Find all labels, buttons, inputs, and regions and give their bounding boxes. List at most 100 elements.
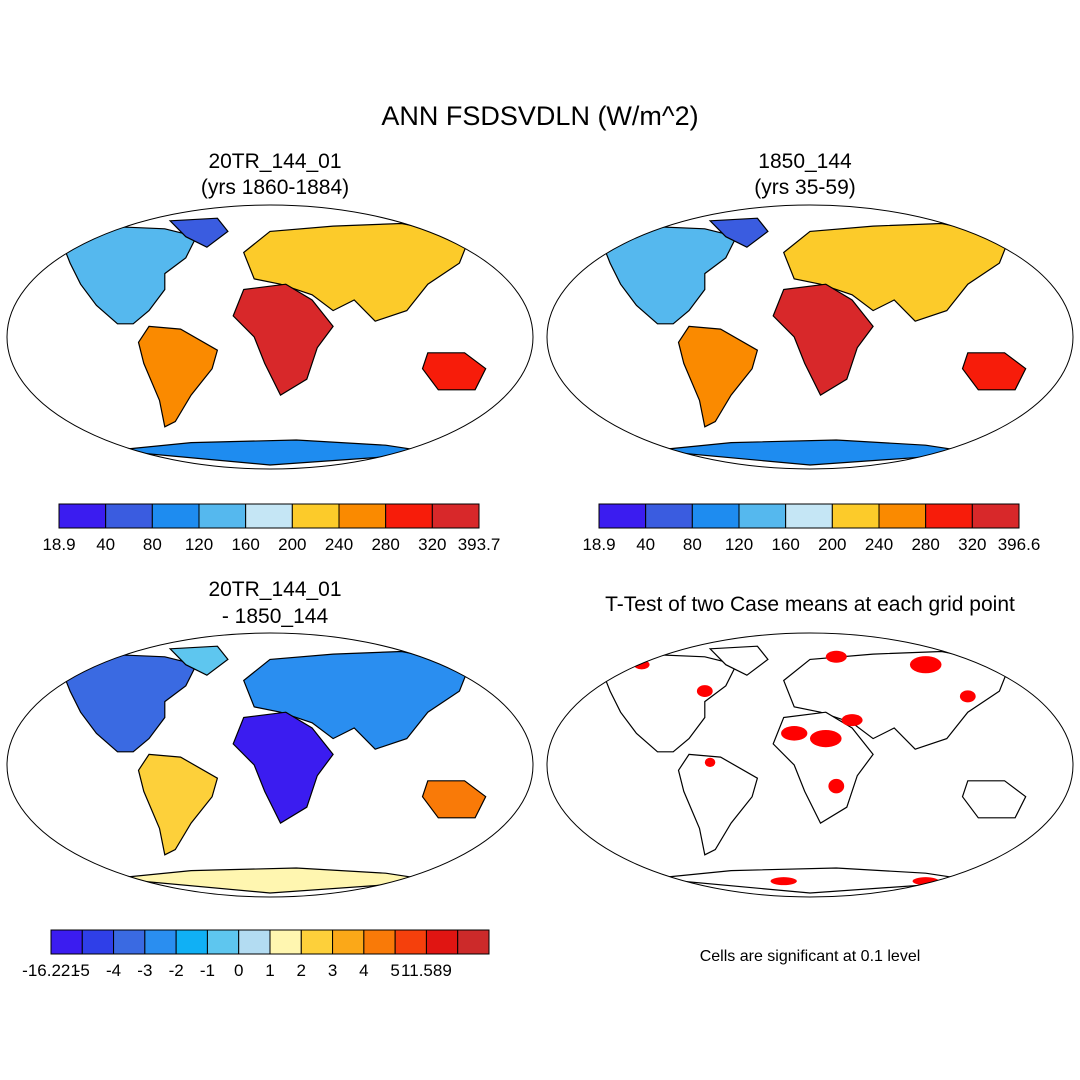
significant-region (959, 690, 976, 703)
colorbar-box (198, 503, 247, 529)
map-frame (546, 632, 1074, 898)
continent-greenland (168, 217, 229, 248)
colorbar-tick-label: 1 (265, 961, 275, 980)
panel-1-map (6, 204, 534, 470)
continent-australia (961, 780, 1027, 819)
significant-region (909, 656, 942, 674)
colorbar-2 (598, 503, 1020, 529)
panel-2-title-line1: 1850_144 (758, 150, 852, 173)
continent-greenland (708, 645, 769, 676)
continent-antarctica (112, 867, 439, 894)
panel-1-title-line2: (yrs 1860-1884) (200, 176, 350, 199)
continent-antarctica (652, 867, 979, 894)
colorbar-box (245, 503, 293, 529)
continent-northAmerica (598, 653, 738, 753)
colorbar-tick-label: 160 (771, 535, 800, 554)
colorbar-box (206, 929, 240, 955)
colorbar-box (50, 929, 83, 955)
significant-region (825, 650, 847, 663)
continent-africa (232, 283, 334, 396)
colorbar-tick-label: 200 (818, 535, 847, 554)
colorbar-box (394, 929, 427, 955)
continent-australia (961, 352, 1027, 391)
continent-southAmerica (137, 753, 219, 856)
colorbar-tick-label: 3 (327, 961, 338, 980)
colorbar-tick-label: 320 (958, 535, 987, 554)
continent-northAmerica (58, 653, 198, 753)
colorbar-box (58, 503, 107, 529)
continent-southAmerica (677, 325, 759, 428)
significant-region (810, 730, 842, 748)
colorbar-tick-label: 40 (636, 535, 656, 554)
panel-3-map (6, 632, 534, 898)
colorbar-box (81, 929, 115, 955)
colorbar-box (457, 929, 490, 955)
colorbar-tick-label: 280 (911, 535, 940, 554)
continent-africa (232, 711, 334, 824)
significant-region (646, 882, 679, 891)
continent-greenland (168, 645, 229, 676)
panel-4-title: T-Test of two Case means at each grid po… (605, 593, 1015, 616)
colorbar-tick-label: 2 (296, 961, 307, 980)
continent-australia (421, 352, 487, 391)
colorbar-box (300, 929, 334, 955)
colorbar-box (831, 503, 880, 529)
colorbar-tick-label: 160 (231, 535, 260, 554)
colorbar-tick-label: 40 (96, 535, 116, 554)
continent-greenland (708, 217, 769, 248)
colorbar-tick-label: -3 (137, 961, 153, 980)
colorbar-tick-label: 240 (324, 535, 354, 554)
colorbar-box (645, 503, 693, 529)
colorbar-tick-label: 18.9 (582, 535, 616, 554)
colorbar-box (238, 929, 271, 955)
map-frame (546, 204, 1074, 470)
panel-4-map (546, 632, 1074, 898)
colorbar-tick-label: 200 (278, 535, 307, 554)
colorbar-box (385, 503, 433, 529)
continent-northAmerica (598, 225, 738, 325)
continent-southAmerica (137, 325, 219, 428)
panel-1-title-line1: 20TR_144_01 (208, 150, 342, 173)
colorbar-box (332, 929, 365, 955)
figure-title: ANN FSDSVDLN (W/m^2) (381, 101, 699, 131)
colorbar-box (738, 503, 787, 529)
map-frame (6, 632, 534, 898)
colorbar-box (598, 503, 647, 529)
colorbar-box (925, 503, 973, 529)
colorbar-tick-label: 280 (371, 535, 400, 554)
colorbar-box (785, 503, 833, 529)
significant-region (841, 714, 863, 727)
colorbar-box (113, 929, 146, 955)
colorbar-tick-label: 5 (390, 961, 400, 980)
colorbar-tick-label: 80 (142, 535, 162, 554)
continent-northAmerica (58, 225, 198, 325)
colorbar-tick-label: -2 (168, 961, 184, 980)
significant-region (704, 757, 716, 767)
colorbar-tick-label: 11.589 (401, 961, 452, 980)
colorbar-tick-label: -5 (74, 961, 90, 980)
colorbar-tick-label: 0 (233, 961, 244, 980)
colorbar-tick-label: 80 (682, 535, 702, 554)
significant-region (696, 685, 713, 698)
significant-region (828, 778, 845, 794)
colorbar-box (878, 503, 927, 529)
colorbar-box (425, 929, 459, 955)
colorbar-box (338, 503, 387, 529)
colorbar-tick-label: -16.221 (22, 961, 80, 980)
colorbar-1 (58, 503, 480, 529)
significant-region (770, 877, 797, 886)
significant-region (781, 726, 808, 741)
colorbar-box (105, 503, 153, 529)
panel-2-map (546, 204, 1074, 470)
significance-note: Cells are significant at 0.1 level (699, 948, 921, 965)
continent-australia (421, 780, 487, 819)
colorbar-tick-label: -1 (199, 961, 215, 980)
colorbar-tick-label: 396.6 (997, 535, 1041, 554)
colorbar-box (691, 503, 740, 529)
colorbar-box (144, 929, 177, 955)
colorbar-3 (50, 929, 490, 955)
panel-3-title-line1: 20TR_144_01 (208, 578, 342, 601)
colorbar-box (291, 503, 340, 529)
panel-3-title-line2: - 1850_144 (221, 605, 329, 628)
